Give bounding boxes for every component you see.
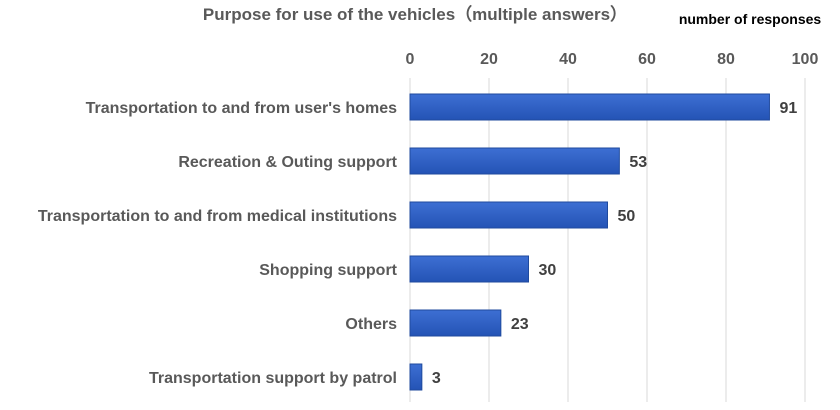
value-labels: 91 53 50 30 23 3 bbox=[432, 100, 797, 387]
bar bbox=[409, 93, 770, 121]
x-axis-ticks: 0 20 40 60 80 100 bbox=[406, 51, 819, 68]
x-tick-label: 80 bbox=[717, 51, 735, 68]
category-label: Shopping support bbox=[259, 262, 397, 279]
value-label: 53 bbox=[629, 154, 647, 171]
x-tick-label: 100 bbox=[792, 51, 819, 68]
x-tick-label: 40 bbox=[559, 51, 577, 68]
grid-lines bbox=[409, 78, 806, 402]
bar bbox=[409, 309, 502, 337]
category-label: Transportation to and from medical insti… bbox=[38, 208, 397, 225]
bars bbox=[409, 93, 770, 391]
category-label: Others bbox=[345, 316, 397, 333]
bar bbox=[409, 255, 529, 283]
unit-label: number of responses bbox=[679, 11, 822, 27]
value-label: 91 bbox=[779, 100, 797, 117]
x-tick-label: 0 bbox=[406, 51, 415, 68]
category-label: Recreation & Outing support bbox=[178, 154, 397, 171]
x-tick-label: 60 bbox=[638, 51, 656, 68]
category-label: Transportation to and from user's homes bbox=[86, 100, 398, 117]
category-labels: Transportation to and from user's homes R… bbox=[38, 100, 398, 387]
value-label: 30 bbox=[539, 262, 557, 279]
value-label: 3 bbox=[432, 370, 441, 387]
x-tick-label: 20 bbox=[480, 51, 498, 68]
bar bbox=[409, 147, 620, 175]
category-label: Transportation support by patrol bbox=[149, 370, 397, 387]
value-label: 23 bbox=[511, 316, 529, 333]
chart-title: Purpose for use of the vehicles（multiple… bbox=[203, 4, 627, 24]
bar bbox=[409, 201, 608, 229]
bar bbox=[409, 363, 423, 391]
value-label: 50 bbox=[618, 208, 636, 225]
